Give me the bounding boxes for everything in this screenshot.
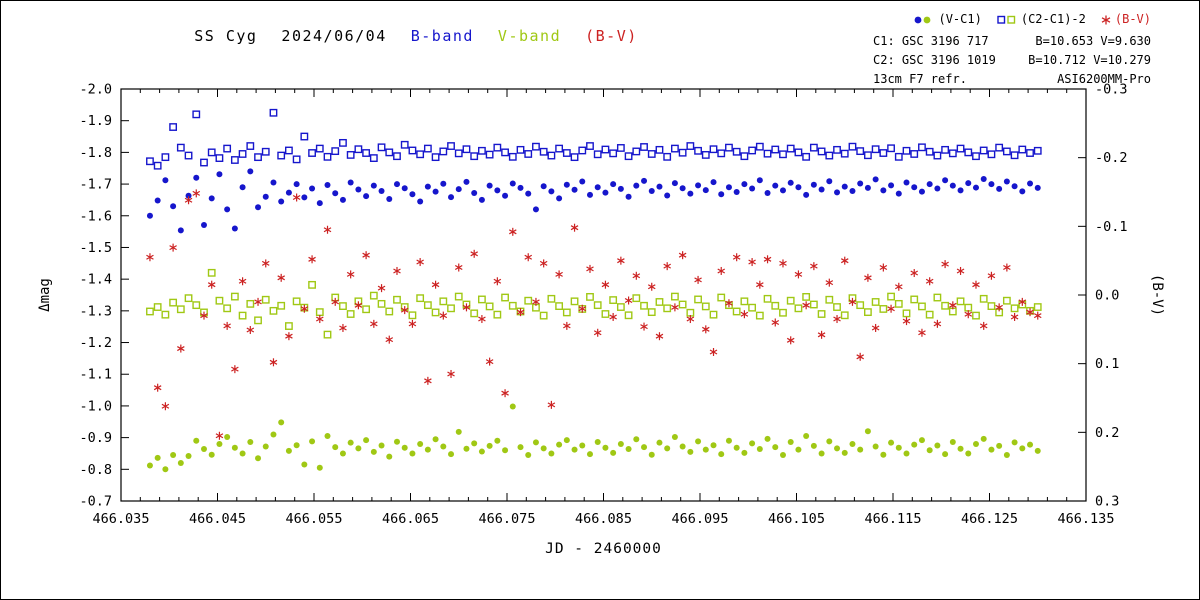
x-tick-label: 466.115 xyxy=(865,511,922,527)
y-tick-label-right: -0.1 xyxy=(1095,219,1128,235)
y-tick-label-right: 0.2 xyxy=(1095,425,1119,441)
legend-item-vc1: (V-C1) xyxy=(913,10,982,29)
y-tick-label-left: -1.8 xyxy=(79,145,112,161)
series-b-vc1 xyxy=(146,168,1041,234)
legend-and-info: (V-C1) (C2-C1)-2 (B-V) C1: GSC 3196 717 xyxy=(873,10,1151,89)
y-tick-label-right: -0.2 xyxy=(1095,150,1128,166)
c1-magnitudes: B=10.653 V=9.630 xyxy=(1035,34,1151,48)
x-tick-label: 466.125 xyxy=(961,511,1018,527)
y-tick-label-left: -1.5 xyxy=(79,240,112,256)
x-tick-label: 466.085 xyxy=(575,511,632,527)
series-v-vc1 xyxy=(146,403,1041,473)
y-tick-label-left: -1.3 xyxy=(79,303,112,319)
series-bv xyxy=(146,189,1042,440)
legend: (V-C1) (C2-C1)-2 (B-V) xyxy=(873,10,1151,29)
x-axis-ticks: 466.035 466.045 466.055 466.065 466.075 466.0… xyxy=(93,89,1115,527)
y-tick-label-left: -1.9 xyxy=(79,113,112,129)
open-square-markers-icon xyxy=(997,15,1016,24)
x-tick-label: 466.065 xyxy=(382,511,439,527)
x-axis-label: JD - 2460000 xyxy=(545,541,662,557)
y-tick-label-left: -0.9 xyxy=(79,430,112,446)
x-tick-label: 466.055 xyxy=(286,511,343,527)
series-b-check xyxy=(146,108,1042,170)
bv-label: (B-V) xyxy=(585,27,638,45)
b-band-label: B-band xyxy=(410,27,474,45)
y-tick-label-left: -1.0 xyxy=(79,398,112,414)
comparison-star-1: C1: GSC 3196 717 B=10.653 V=9.630 xyxy=(873,32,1151,51)
legend-label-bv: (B-V) xyxy=(1114,12,1151,26)
c2-id: C2: GSC 3196 1019 xyxy=(873,53,996,67)
equipment: 13cm F7 refr. ASI6200MM-Pro xyxy=(873,70,1151,89)
c2-magnitudes: B=10.712 V=10.279 xyxy=(1028,53,1151,67)
y-tick-label-left: -1.1 xyxy=(79,367,112,383)
y-tick-label-right: -0.3 xyxy=(1095,82,1128,98)
y-axis-label-right: (B-V) xyxy=(1149,274,1165,316)
y-tick-label-left: -1.7 xyxy=(79,177,112,193)
x-tick-label: 466.135 xyxy=(1058,511,1115,527)
y-tick-label-left: -1.6 xyxy=(79,208,112,224)
y-tick-label-left: -0.8 xyxy=(79,462,112,478)
y-tick-label-left: -0.7 xyxy=(79,494,112,510)
x-tick-label: 466.095 xyxy=(672,511,729,527)
filled-circle-markers-icon xyxy=(915,16,931,23)
y-tick-label-right: 0.0 xyxy=(1095,288,1119,304)
observation-date: 2024/06/04 xyxy=(281,27,387,45)
y-tick-label-right: 0.1 xyxy=(1095,356,1119,372)
y-tick-label-right: 0.3 xyxy=(1095,494,1119,510)
x-tick-label: 466.045 xyxy=(189,511,246,527)
y-tick-label-left: -2.0 xyxy=(79,82,112,98)
legend-label-vc1: (V-C1) xyxy=(938,12,982,26)
v-band-label: V-band xyxy=(497,27,562,45)
camera: ASI6200MM-Pro xyxy=(1057,72,1151,86)
chart-title: SS Cyg 2024/06/04 B-band V-band (B-V) xyxy=(1,27,831,45)
asterisk-marker-icon xyxy=(1101,15,1111,24)
telescope: 13cm F7 refr. xyxy=(873,72,967,86)
legend-item-check: (C2-C1)-2 xyxy=(996,10,1086,29)
c1-id: C1: GSC 3196 717 xyxy=(873,34,989,48)
y-axis-left: -2.0 -1.9 -1.8 -1.7 -1.6 -1.5 -1.4 -1.3 -1.2 -1.1… xyxy=(79,82,129,510)
y-tick-label-left: -1.2 xyxy=(79,335,112,351)
legend-item-bv: (B-V) xyxy=(1100,10,1151,29)
x-tick-label: 466.105 xyxy=(768,511,825,527)
y-axis-label-left: Δmag xyxy=(37,278,53,312)
star-name: SS Cyg xyxy=(194,27,258,45)
y-axis-right: -0.3 -0.2 -0.1 0.0 0.1 0.2 0.3 xyxy=(1078,82,1128,510)
y-tick-label-left: -1.4 xyxy=(79,272,112,288)
legend-label-check: (C2-C1)-2 xyxy=(1020,12,1086,26)
comparison-star-2: C2: GSC 3196 1019 B=10.712 V=10.279 xyxy=(873,51,1151,70)
x-tick-label: 466.035 xyxy=(93,511,150,527)
x-tick-label: 466.075 xyxy=(479,511,536,527)
